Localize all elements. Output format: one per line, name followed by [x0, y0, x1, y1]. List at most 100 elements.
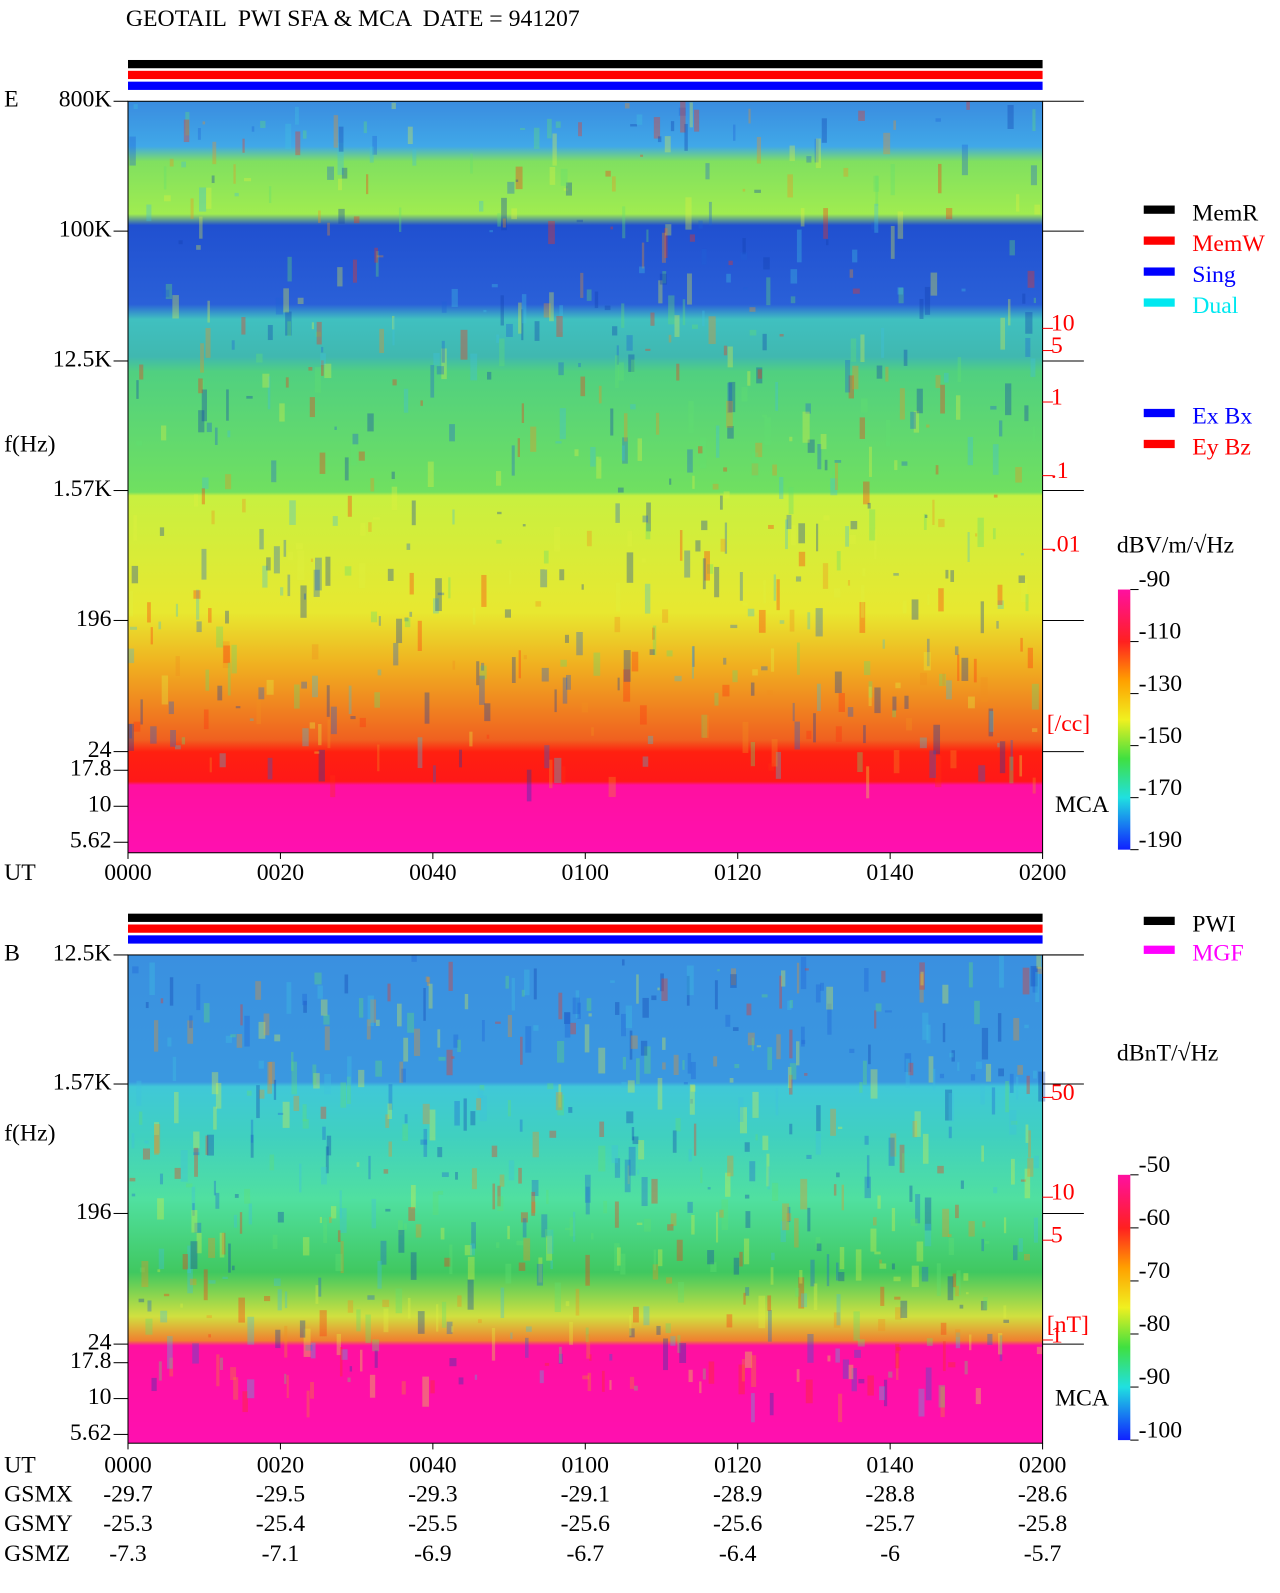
spectrogram-texture [656, 1325, 661, 1335]
spectrogram-texture [295, 543, 303, 550]
spectrogram-texture [163, 1293, 170, 1297]
spectrogram-texture [874, 529, 877, 560]
spectrogram-texture [796, 1369, 800, 1382]
y2-tick-label: 50 [1051, 1080, 1075, 1106]
spectrogram-texture [268, 1061, 275, 1084]
spectrogram-texture [432, 1191, 439, 1216]
spectrogram-texture [609, 1380, 612, 1390]
spectrogram-texture [458, 749, 463, 768]
spectrogram-texture [189, 1015, 193, 1029]
spectrogram-texture [446, 1049, 453, 1076]
spectrogram-texture [961, 288, 966, 292]
spectrogram-texture [194, 1222, 202, 1233]
x-tick-label: 0020 [257, 860, 304, 886]
spectrogram-texture [558, 1084, 562, 1108]
spectrogram-texture [628, 354, 635, 372]
spectrogram-texture [998, 1068, 1004, 1077]
spectrogram-texture [998, 420, 1003, 437]
spectrogram-texture [626, 1111, 634, 1124]
spectrogram-texture [147, 1300, 152, 1312]
spectrogram-texture [549, 292, 554, 322]
spectrogram-texture [541, 667, 549, 682]
orbit-value: -7.3 [109, 1541, 147, 1567]
spectrogram-texture [332, 516, 338, 526]
spectrogram-texture [196, 245, 201, 250]
spectrogram-texture [187, 1268, 193, 1294]
spectrogram-texture [398, 1220, 403, 1236]
y-tick-label: 17.8 [70, 1348, 112, 1374]
spectrogram-texture [926, 1024, 931, 1044]
spectrogram-texture [350, 439, 357, 466]
spectrogram-texture [1027, 1158, 1034, 1177]
spectrogram-texture [864, 1176, 871, 1199]
spectrogram-texture [796, 642, 800, 675]
spectrogram-texture [908, 1062, 914, 1076]
spectrogram-texture [463, 1098, 467, 1131]
spectrogram-texture [594, 291, 599, 309]
spectrogram-texture [807, 439, 815, 453]
colorbar [1117, 1174, 1131, 1441]
spectrogram-texture [189, 1278, 197, 1286]
spectrogram-texture [520, 127, 526, 131]
spectrogram-texture [385, 1114, 390, 1128]
spectrogram-texture [425, 976, 430, 983]
spectrogram-texture [321, 1166, 327, 1185]
spectrogram-texture [661, 232, 666, 263]
spectrogram-texture [641, 558, 646, 563]
spectrogram-texture [196, 984, 201, 1011]
spectrogram-texture [752, 1091, 759, 1118]
spectrogram-texture [659, 273, 667, 285]
spectrogram-texture [692, 646, 695, 667]
spectrogram-texture [826, 986, 834, 1010]
spectrogram-texture [767, 1047, 773, 1070]
spectrogram-texture [318, 724, 322, 746]
spectrogram-texture [420, 400, 423, 406]
spectrogram-texture [233, 1377, 239, 1400]
spectrogram-texture [413, 1028, 421, 1056]
spectrogram-texture [800, 956, 807, 990]
spectrogram-texture [428, 983, 433, 1009]
spectrogram-texture [557, 1094, 565, 1116]
spectrogram-texture [277, 1289, 282, 1311]
spectrogram-texture [967, 532, 970, 562]
spectrogram-texture [199, 216, 203, 239]
spectrogram-texture [821, 118, 827, 143]
spectrogram-texture [522, 1218, 527, 1238]
spectrogram-texture [1033, 1217, 1038, 1243]
spectrogram-texture [989, 711, 994, 732]
spectrogram-texture [586, 998, 592, 1011]
spectrogram-texture [932, 1068, 936, 1091]
y-tick-label: 24 [88, 1330, 112, 1356]
spectrogram-texture [955, 1329, 961, 1338]
spectrogram-texture [789, 1123, 793, 1135]
spectrogram-texture [212, 141, 217, 165]
spectrogram-texture [452, 509, 455, 525]
spectrogram-texture [499, 1174, 505, 1187]
spectrogram-texture [454, 1101, 460, 1126]
spectrogram-texture [437, 1147, 443, 1158]
spectrogram-texture [174, 1091, 179, 1124]
spectrogram-texture [860, 398, 868, 413]
spectrogram-texture [1033, 1155, 1039, 1169]
spectrogram-texture [558, 1346, 562, 1363]
spectrogram-texture [208, 1280, 216, 1284]
spectrogram-texture [699, 1381, 702, 1394]
spectrogram-texture [859, 602, 866, 633]
spectrogram-texture [249, 718, 254, 722]
spectrogram-texture [481, 1020, 485, 1042]
spectrogram-texture [762, 333, 767, 351]
spectrogram-texture [458, 1377, 464, 1385]
spectrogram-texture [723, 467, 728, 472]
spectrogram-texture [457, 1295, 462, 1307]
spectrogram-texture [772, 1182, 779, 1201]
spectrogram-texture [302, 1104, 307, 1122]
spectrogram-texture [642, 997, 649, 1018]
spectrogram-texture [444, 1257, 451, 1267]
spectrogram-texture [747, 371, 751, 386]
spectrogram-texture [423, 1128, 428, 1157]
spectrogram-texture [256, 1085, 260, 1119]
spectrogram-texture [720, 538, 726, 552]
spectrogram-texture [926, 1338, 933, 1346]
spectrogram-texture [775, 382, 779, 411]
colorbar [1117, 589, 1131, 850]
